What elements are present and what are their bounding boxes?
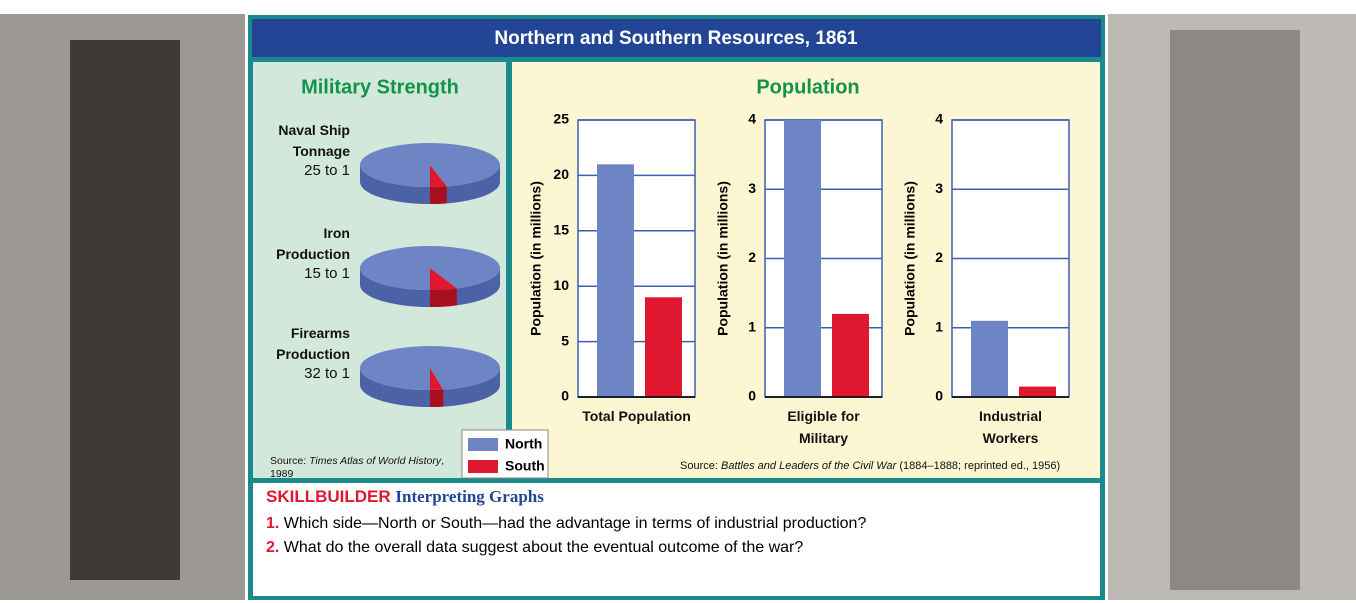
bar [971, 321, 1008, 397]
bar [645, 297, 682, 397]
bar [1019, 387, 1056, 397]
question: 1. Which side—North or South—had the adv… [266, 512, 866, 536]
y-tick-label: 4 [935, 111, 943, 127]
x-tick-label: Total Population [582, 405, 692, 427]
bar [784, 120, 821, 397]
y-tick-label: 0 [748, 388, 756, 404]
page: Northern and Southern Resources, 1861 Mi… [0, 0, 1356, 603]
y-tick-label: 1 [935, 318, 943, 334]
question-text: Which side—North or South—had the advant… [284, 515, 867, 532]
bar [832, 314, 869, 397]
y-axis-label: Population (in millions) [528, 181, 544, 336]
y-tick-label: 3 [748, 180, 756, 196]
panel-title: Population [756, 76, 859, 98]
source-rest: (1884–1888; reprinted ed., 1956) [899, 460, 1060, 472]
pie-ratio: 25 to 1 [258, 162, 350, 179]
y-tick-label: 1 [748, 318, 756, 334]
pie-side [430, 390, 443, 407]
y-tick-label: 5 [561, 332, 569, 348]
panel-title: Military Strength [301, 76, 459, 98]
skillbuilder-title: Interpreting Graphs [395, 487, 543, 506]
question-text: What do the overall data suggest about t… [284, 539, 803, 556]
y-axis-label: Population (in millions) [715, 181, 731, 336]
questions: 1. Which side—North or South—had the adv… [266, 512, 866, 560]
source: Source: Times Atlas of World History, 19… [270, 455, 455, 481]
y-tick-label: 2 [935, 249, 943, 265]
y-tick-label: 0 [935, 388, 943, 404]
y-tick-label: 4 [748, 111, 756, 127]
pie-slice [360, 246, 500, 290]
soldier-figure [1170, 30, 1300, 590]
legend-label: North [505, 436, 542, 452]
legend-swatch [468, 460, 498, 473]
source: Source: Battles and Leaders of the Civil… [680, 460, 1100, 473]
soldier-figure [70, 40, 180, 580]
source-work: Times Atlas of World History [309, 455, 441, 467]
y-axis-label: Population (in millions) [902, 181, 918, 336]
question-number: 1. [266, 515, 279, 532]
y-tick-label: 10 [553, 277, 569, 293]
pie-label: Naval Ship Tonnage [258, 120, 350, 162]
source-prefix: Source: [680, 460, 718, 472]
y-tick-label: 15 [553, 222, 569, 238]
y-tick-label: 2 [748, 249, 756, 265]
y-tick-label: 3 [935, 180, 943, 196]
pie-side [430, 186, 447, 204]
skillbuilder-label: SKILLBUILDER [266, 487, 391, 506]
pie-slice [360, 143, 500, 187]
question-number: 2. [266, 539, 279, 556]
pie-ratio: 32 to 1 [258, 365, 350, 382]
legend-label: South [505, 458, 545, 474]
pie-side [430, 288, 457, 307]
y-tick-label: 20 [553, 166, 569, 182]
pie-label: Firearms Production [258, 323, 350, 365]
y-tick-label: 25 [553, 111, 569, 127]
bar [597, 164, 634, 397]
source-prefix: Source: [270, 455, 306, 467]
x-tick-label: Eligible for Military [769, 405, 879, 449]
source-work: Battles and Leaders of the Civil War [721, 460, 896, 472]
x-tick-label: Industrial Workers [956, 405, 1066, 449]
pie-label: Iron Production [258, 223, 350, 265]
pie-ratio: 15 to 1 [258, 265, 350, 282]
y-tick-label: 0 [561, 388, 569, 404]
legend-swatch [468, 438, 498, 451]
chart-title: Northern and Southern Resources, 1861 [494, 28, 858, 49]
pie-slice [360, 346, 500, 390]
question: 2. What do the overall data suggest abou… [266, 536, 866, 560]
skillbuilder-heading: SKILLBUILDER Interpreting Graphs [266, 487, 544, 507]
